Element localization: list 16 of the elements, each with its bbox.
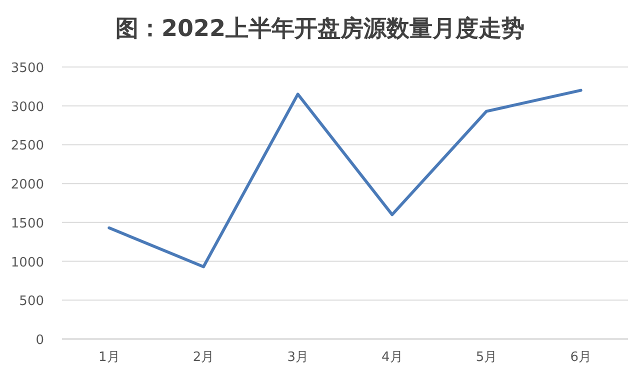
x-tick-label: 1月	[98, 350, 120, 365]
x-tick-label: 4月	[382, 350, 403, 365]
y-tick-label: 2000	[10, 178, 44, 193]
x-tick-label: 6月	[570, 350, 592, 365]
x-tick-label: 3月	[287, 350, 308, 365]
y-tick-label: 3500	[10, 61, 44, 76]
y-tick-label: 1000	[10, 255, 44, 270]
x-tick-label: 2月	[192, 350, 214, 365]
y-tick-label: 500	[19, 294, 44, 310]
line-series	[108, 88, 582, 268]
y-tick-label: 3000	[10, 100, 44, 115]
x-tick-label: 5月	[476, 350, 498, 365]
chart-title: 图：2022上半年开盘房源数量月度走势	[115, 15, 525, 42]
y-tick-label: 1500	[10, 216, 44, 232]
y-tick-label: 0	[36, 333, 44, 348]
y-tick-label: 2500	[10, 138, 44, 154]
